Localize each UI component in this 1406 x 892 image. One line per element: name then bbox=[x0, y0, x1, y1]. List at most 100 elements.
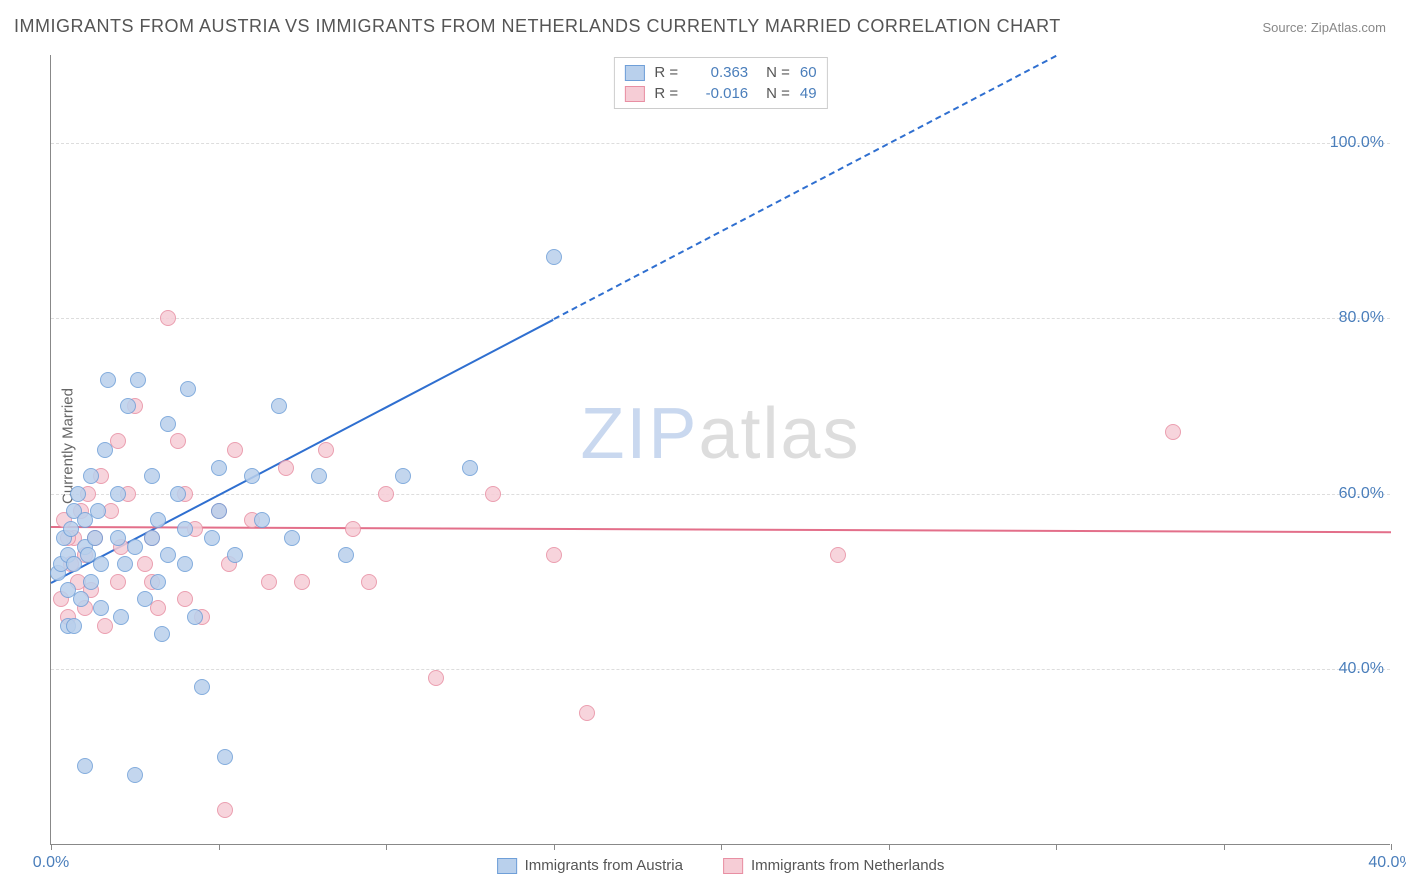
source-prefix: Source: bbox=[1262, 20, 1310, 35]
scatter-point-austria bbox=[180, 381, 196, 397]
scatter-point-netherlands bbox=[261, 574, 277, 590]
scatter-point-netherlands bbox=[278, 460, 294, 476]
scatter-point-austria bbox=[150, 512, 166, 528]
scatter-point-netherlands bbox=[485, 486, 501, 502]
scatter-point-austria bbox=[187, 609, 203, 625]
scatter-point-austria bbox=[170, 486, 186, 502]
scatter-point-austria bbox=[130, 372, 146, 388]
scatter-point-netherlands bbox=[97, 618, 113, 634]
legend-series: Immigrants from Austria Immigrants from … bbox=[497, 857, 945, 874]
legend-swatch-austria bbox=[497, 858, 517, 874]
x-tick bbox=[386, 844, 387, 850]
scatter-point-austria bbox=[97, 442, 113, 458]
scatter-point-netherlands bbox=[177, 591, 193, 607]
scatter-point-austria bbox=[83, 468, 99, 484]
gridline-h bbox=[51, 494, 1390, 495]
scatter-point-netherlands bbox=[361, 574, 377, 590]
scatter-point-netherlands bbox=[160, 310, 176, 326]
scatter-point-austria bbox=[127, 539, 143, 555]
y-tick-label: 80.0% bbox=[1339, 309, 1384, 327]
x-tick-label: 0.0% bbox=[33, 854, 69, 872]
scatter-point-austria bbox=[284, 530, 300, 546]
scatter-point-austria bbox=[194, 679, 210, 695]
scatter-point-austria bbox=[244, 468, 260, 484]
chart-title: IMMIGRANTS FROM AUSTRIA VS IMMIGRANTS FR… bbox=[14, 16, 1061, 37]
scatter-point-austria bbox=[338, 547, 354, 563]
scatter-point-austria bbox=[70, 486, 86, 502]
r-label: R = bbox=[654, 83, 678, 104]
x-tick bbox=[219, 844, 220, 850]
scatter-point-austria bbox=[154, 626, 170, 642]
legend-swatch-netherlands bbox=[624, 86, 644, 102]
legend-swatch-netherlands bbox=[723, 858, 743, 874]
scatter-point-austria bbox=[127, 767, 143, 783]
scatter-point-austria bbox=[204, 530, 220, 546]
x-tick bbox=[554, 844, 555, 850]
scatter-point-netherlands bbox=[170, 433, 186, 449]
scatter-point-austria bbox=[271, 398, 287, 414]
n-value-netherlands: 49 bbox=[800, 83, 817, 104]
y-tick-label: 40.0% bbox=[1339, 660, 1384, 678]
x-tick bbox=[721, 844, 722, 850]
scatter-point-netherlands bbox=[137, 556, 153, 572]
n-label: N = bbox=[766, 62, 790, 83]
legend-swatch-austria bbox=[624, 65, 644, 81]
x-tick bbox=[889, 844, 890, 850]
scatter-point-austria bbox=[144, 468, 160, 484]
watermark: ZIPatlas bbox=[580, 393, 860, 475]
r-label: R = bbox=[654, 62, 678, 83]
scatter-point-austria bbox=[177, 556, 193, 572]
scatter-point-austria bbox=[73, 591, 89, 607]
x-tick bbox=[1224, 844, 1225, 850]
source-attribution: Source: ZipAtlas.com bbox=[1262, 20, 1386, 35]
scatter-point-netherlands bbox=[378, 486, 394, 502]
scatter-point-netherlands bbox=[318, 442, 334, 458]
scatter-point-austria bbox=[462, 460, 478, 476]
scatter-point-austria bbox=[160, 416, 176, 432]
scatter-point-austria bbox=[100, 372, 116, 388]
scatter-point-austria bbox=[87, 530, 103, 546]
scatter-point-austria bbox=[254, 512, 270, 528]
scatter-point-austria bbox=[77, 758, 93, 774]
x-tick bbox=[1056, 844, 1057, 850]
legend-label-austria: Immigrants from Austria bbox=[525, 857, 683, 874]
scatter-point-austria bbox=[227, 547, 243, 563]
scatter-point-austria bbox=[110, 486, 126, 502]
scatter-point-austria bbox=[83, 574, 99, 590]
y-tick-label: 100.0% bbox=[1330, 134, 1384, 152]
legend-stats-row-austria: R = 0.363 N = 60 bbox=[624, 62, 816, 83]
x-tick bbox=[1391, 844, 1392, 850]
scatter-point-austria bbox=[113, 609, 129, 625]
gridline-h bbox=[51, 669, 1390, 670]
scatter-point-austria bbox=[90, 503, 106, 519]
gridline-h bbox=[51, 318, 1390, 319]
scatter-point-netherlands bbox=[546, 547, 562, 563]
source-link[interactable]: ZipAtlas.com bbox=[1311, 20, 1386, 35]
scatter-point-austria bbox=[93, 600, 109, 616]
scatter-point-netherlands bbox=[428, 670, 444, 686]
plot-area: ZIPatlas R = 0.363 N = 60 R = -0.016 N =… bbox=[50, 55, 1390, 845]
scatter-point-austria bbox=[137, 591, 153, 607]
n-value-austria: 60 bbox=[800, 62, 817, 83]
watermark-atlas: atlas bbox=[698, 394, 860, 474]
legend-item-austria: Immigrants from Austria bbox=[497, 857, 683, 874]
scatter-point-netherlands bbox=[1165, 424, 1181, 440]
scatter-point-austria bbox=[395, 468, 411, 484]
scatter-point-austria bbox=[546, 249, 562, 265]
scatter-point-austria bbox=[211, 460, 227, 476]
legend-stats-box: R = 0.363 N = 60 R = -0.016 N = 49 bbox=[613, 57, 827, 109]
scatter-point-austria bbox=[211, 503, 227, 519]
scatter-point-netherlands bbox=[110, 433, 126, 449]
scatter-point-austria bbox=[120, 398, 136, 414]
legend-label-netherlands: Immigrants from Netherlands bbox=[751, 857, 944, 874]
scatter-point-netherlands bbox=[217, 802, 233, 818]
x-tick-label: 40.0% bbox=[1368, 854, 1406, 872]
n-label: N = bbox=[766, 83, 790, 104]
r-value-netherlands: -0.016 bbox=[688, 83, 748, 104]
scatter-point-austria bbox=[66, 618, 82, 634]
scatter-point-austria bbox=[177, 521, 193, 537]
scatter-point-netherlands bbox=[830, 547, 846, 563]
legend-item-netherlands: Immigrants from Netherlands bbox=[723, 857, 944, 874]
scatter-point-netherlands bbox=[294, 574, 310, 590]
scatter-point-austria bbox=[160, 547, 176, 563]
